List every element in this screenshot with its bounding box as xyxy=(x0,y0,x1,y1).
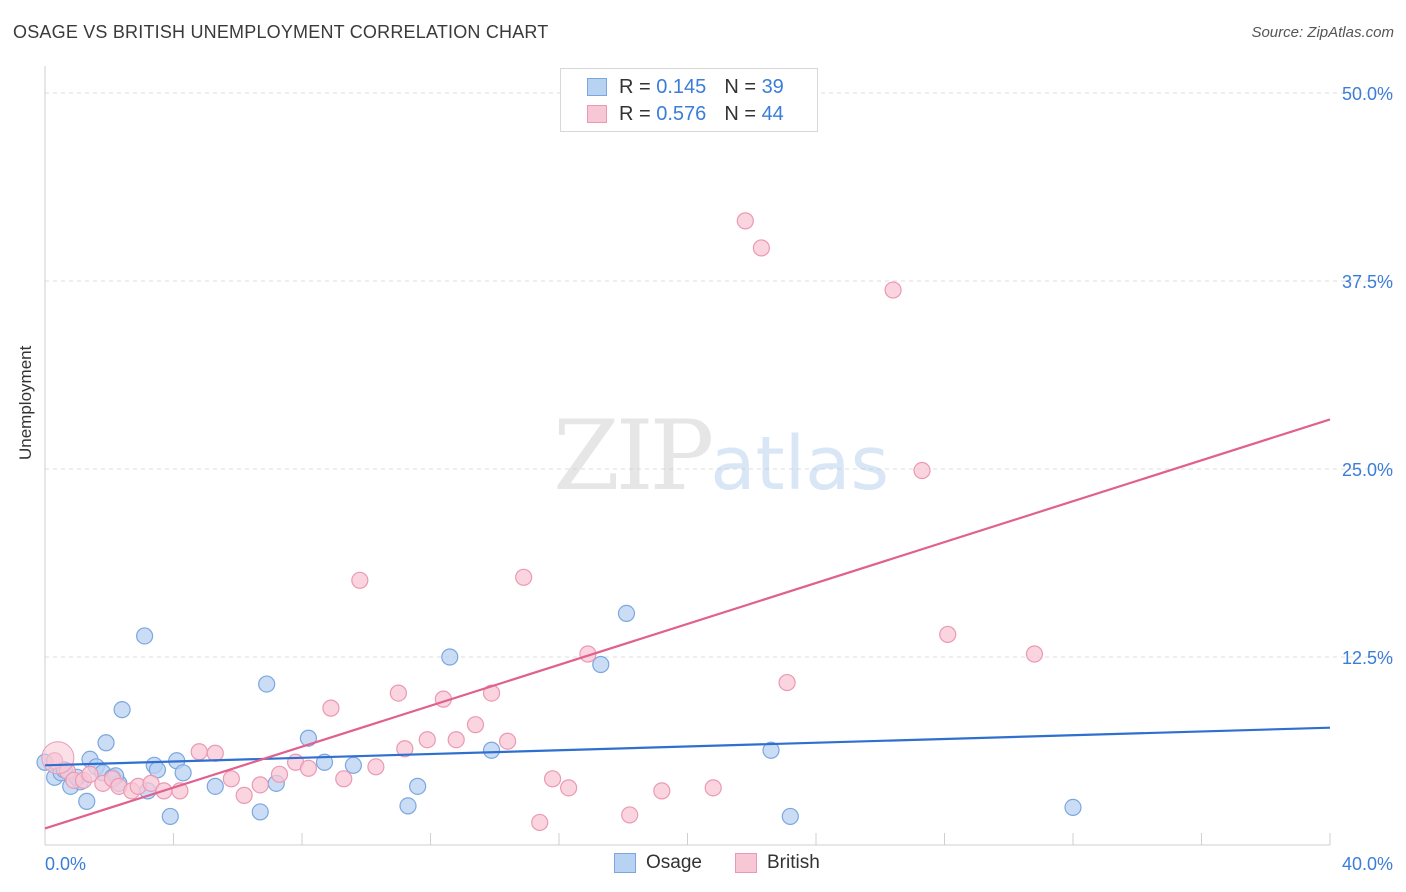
british-point xyxy=(396,740,414,758)
british-point xyxy=(482,684,501,702)
british-point xyxy=(142,774,160,792)
y-tick-label: 25.0% xyxy=(1342,460,1393,480)
source-label: Source: ZipAtlas.com xyxy=(1251,24,1394,41)
chart-title: OSAGE VS BRITISH UNEMPLOYMENT CORRELATIO… xyxy=(13,22,549,42)
osage-point xyxy=(762,741,780,759)
british-point xyxy=(653,782,671,800)
correlation-legend: R = 0.145 N = 39 R = 0.576 N = 44 xyxy=(560,68,818,132)
british-point xyxy=(206,744,224,762)
osage-point xyxy=(251,803,269,821)
x-tick-label-start: 0.0% xyxy=(45,854,86,874)
british-point xyxy=(778,673,796,692)
osage-point xyxy=(617,604,636,622)
osage-n-value: 39 xyxy=(761,75,784,98)
osage-point xyxy=(206,777,224,795)
british-legend-swatch xyxy=(735,853,757,873)
y-tick-label: 37.5% xyxy=(1342,272,1393,292)
british-point xyxy=(190,743,208,761)
legend-row-osage: R = 0.145 N = 39 xyxy=(587,75,784,99)
osage-legend-swatch xyxy=(614,853,636,873)
british-point xyxy=(531,813,549,832)
osage-point xyxy=(113,701,131,719)
british-r-value: 0.576 xyxy=(656,102,707,125)
british-point xyxy=(515,568,533,586)
watermark-zip: ZIP xyxy=(553,400,714,512)
british-r-label: R = xyxy=(619,102,651,125)
osage-n-label: N = xyxy=(724,75,756,98)
osage-point xyxy=(441,648,459,666)
british-point xyxy=(543,770,562,788)
british-point xyxy=(913,461,931,480)
british-point xyxy=(736,212,754,230)
bottom-legend-osage: Osage xyxy=(614,852,702,874)
british-point xyxy=(322,699,340,717)
british-point xyxy=(499,732,517,750)
x-tick-label-end: 40.0% xyxy=(1342,854,1393,874)
british-point xyxy=(222,770,240,788)
british-point xyxy=(251,776,269,794)
british-point xyxy=(270,765,289,783)
legend-row-british: R = 0.576 N = 44 xyxy=(587,102,784,126)
british-swatch xyxy=(587,105,607,123)
british-n-value: 44 xyxy=(761,102,784,125)
osage-point xyxy=(1064,798,1082,817)
osage-point xyxy=(78,792,96,810)
bottom-legend-british: British xyxy=(735,852,820,874)
osage-r-value: 0.145 xyxy=(656,75,707,98)
osage-trend-line xyxy=(44,726,1331,767)
y-axis-label: Unemployment xyxy=(16,345,35,460)
british-point xyxy=(447,731,465,749)
watermark-atlas: atlas xyxy=(710,421,890,507)
british-point xyxy=(752,239,770,257)
british-point xyxy=(389,684,407,702)
british-cluster-point xyxy=(41,741,75,775)
british-point xyxy=(418,731,436,749)
y-tick-label: 50.0% xyxy=(1342,84,1393,104)
british-point xyxy=(704,779,722,797)
british-point xyxy=(560,779,578,797)
british-point xyxy=(81,765,99,783)
osage-point xyxy=(409,777,427,795)
osage-r-label: R = xyxy=(619,75,651,98)
british-point xyxy=(335,770,353,788)
british-trend-line xyxy=(44,418,1331,830)
british-legend-label: British xyxy=(767,852,820,873)
osage-point xyxy=(135,627,154,645)
osage-point xyxy=(399,797,417,815)
osage-point xyxy=(258,675,276,693)
british-point xyxy=(299,759,318,777)
osage-point xyxy=(174,764,192,782)
osage-swatch xyxy=(587,78,607,96)
osage-point xyxy=(592,655,610,674)
british-point xyxy=(621,806,639,824)
british-point xyxy=(367,758,385,776)
british-point xyxy=(939,625,957,644)
british-point xyxy=(884,281,902,299)
osage-point xyxy=(344,756,362,774)
british-point xyxy=(235,786,253,804)
zipatlas-watermark: ZIPatlas xyxy=(553,400,889,512)
osage-point xyxy=(97,734,115,752)
osage-point xyxy=(161,807,179,826)
osage-point xyxy=(482,741,501,759)
osage-legend-label: Osage xyxy=(646,852,702,873)
british-point xyxy=(1025,645,1044,663)
y-tick-label: 12.5% xyxy=(1342,648,1393,668)
british-n-label: N = xyxy=(724,102,756,125)
osage-point xyxy=(781,807,799,826)
british-point xyxy=(351,571,369,589)
british-point xyxy=(466,716,485,734)
